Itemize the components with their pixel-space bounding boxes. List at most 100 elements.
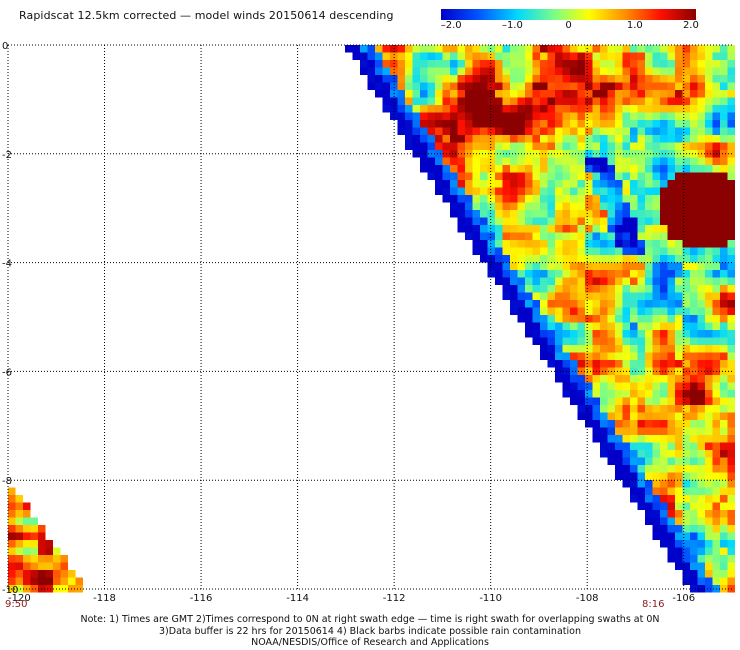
swath-cell	[697, 247, 705, 255]
swath-cell	[592, 420, 600, 428]
swath-cell	[510, 300, 518, 308]
swath-cell	[577, 127, 585, 135]
swath-cell	[727, 390, 735, 398]
swath-cell	[622, 390, 630, 398]
swath-cell	[705, 157, 713, 165]
swath-cell	[480, 112, 488, 120]
swath-cell	[712, 60, 720, 68]
swath-cell	[622, 375, 630, 383]
swath-cell	[562, 142, 570, 150]
lon-tick-label: -118	[93, 593, 116, 604]
swath-cell	[712, 315, 720, 323]
swath-cell	[420, 120, 428, 128]
swath-cell	[450, 135, 458, 143]
swath-cell	[487, 157, 495, 165]
swath-cell	[637, 75, 645, 83]
swath-cell	[667, 547, 675, 555]
swath-cell	[607, 450, 615, 458]
swath-cell	[450, 150, 458, 158]
swath-cell	[540, 112, 548, 120]
swath-cell	[690, 570, 698, 578]
swath-cell	[652, 217, 660, 225]
swath-cell	[397, 60, 405, 68]
swath-cell	[705, 210, 713, 218]
swath-cell	[660, 517, 668, 525]
swath-cell	[622, 345, 630, 353]
swath-cell	[667, 232, 675, 240]
swath-cell	[607, 397, 615, 405]
swath-cell	[577, 330, 585, 338]
swath-cell	[652, 255, 660, 263]
swath-cell	[532, 240, 540, 248]
swath-cell	[547, 187, 555, 195]
swath-cell	[637, 52, 645, 60]
swath-cell	[465, 202, 473, 210]
swath-cell	[637, 180, 645, 188]
swath-cell	[397, 127, 405, 135]
swath-cell	[675, 195, 683, 203]
swath-cell	[480, 135, 488, 143]
swath-cell	[660, 510, 668, 518]
swath-cell	[660, 165, 668, 173]
swath-cell	[555, 60, 563, 68]
swath-cell	[727, 577, 735, 585]
swath-cell	[667, 97, 675, 105]
swath-cell	[585, 420, 593, 428]
swath-cell	[547, 300, 555, 308]
swath-cell	[495, 165, 503, 173]
swath-cell	[697, 142, 705, 150]
swath-cell	[525, 277, 533, 285]
swath-cell	[600, 60, 608, 68]
swath-cell	[540, 300, 548, 308]
swath-cell	[712, 75, 720, 83]
swath-cell	[517, 210, 525, 218]
swath-cell	[660, 480, 668, 488]
swath-cell	[712, 420, 720, 428]
swath-cell	[667, 127, 675, 135]
swath-cell	[660, 195, 668, 203]
swath-cell	[630, 67, 638, 75]
swath-cell	[667, 345, 675, 353]
swath-cell	[697, 495, 705, 503]
swath-cell	[480, 150, 488, 158]
swath-cell	[532, 210, 540, 218]
swath-cell	[705, 465, 713, 473]
swath-cell	[23, 547, 31, 555]
swath-cell	[652, 262, 660, 270]
swath-cell	[667, 420, 675, 428]
swath-cell	[727, 502, 735, 510]
swath-cell	[562, 345, 570, 353]
swath-cell	[630, 187, 638, 195]
swath-cell	[495, 150, 503, 158]
swath-cell	[495, 187, 503, 195]
swath-cell	[525, 307, 533, 315]
swath-cell	[547, 112, 555, 120]
swath-cell	[690, 577, 698, 585]
swath-cell	[652, 300, 660, 308]
swath-cell	[555, 240, 563, 248]
swath-cell	[652, 135, 660, 143]
swath-cell	[457, 82, 465, 90]
swath-cell	[555, 330, 563, 338]
swath-cell	[435, 52, 443, 60]
swath-cell	[727, 240, 735, 248]
swath-cell	[630, 487, 638, 495]
swath-cell	[675, 420, 683, 428]
swath-cell	[682, 187, 690, 195]
swath-cell	[660, 315, 668, 323]
swath-cell	[652, 60, 660, 68]
swath-cell	[435, 105, 443, 113]
swath-cell	[555, 322, 563, 330]
swath-cell	[480, 202, 488, 210]
swath-cell	[570, 172, 578, 180]
swath-cell	[442, 90, 450, 98]
swath-cell	[592, 195, 600, 203]
swath-cell	[637, 292, 645, 300]
swath-cell	[637, 427, 645, 435]
swath-cell	[562, 172, 570, 180]
swath-cell	[472, 165, 480, 173]
swath-cell	[690, 367, 698, 375]
swath-cell	[585, 240, 593, 248]
swath-cell	[712, 555, 720, 563]
swath-cell	[450, 60, 458, 68]
